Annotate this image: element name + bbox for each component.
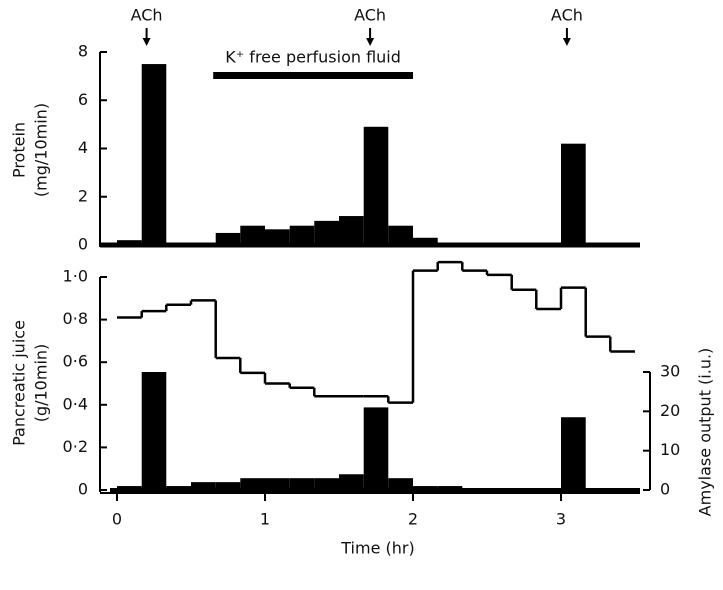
bar	[388, 478, 413, 490]
bar	[561, 143, 586, 245]
bar	[289, 478, 315, 490]
perfusion-bar	[213, 72, 413, 79]
bar	[388, 225, 413, 245]
arrow-head	[142, 38, 151, 46]
bar	[536, 488, 561, 490]
arrow-head	[366, 38, 375, 46]
y-axis-label: Protein	[10, 122, 29, 178]
y-axis-label: (g/10min)	[32, 344, 51, 423]
bar	[265, 478, 290, 490]
bar	[462, 488, 487, 490]
bar	[610, 488, 635, 490]
y-tick-label: 0·4	[63, 394, 88, 413]
y-tick-label: 0	[78, 480, 88, 499]
bar	[511, 488, 537, 490]
x-tick-label: 0	[112, 510, 122, 529]
bar	[363, 407, 389, 490]
bar	[413, 486, 438, 490]
bar	[487, 488, 512, 490]
bar	[215, 482, 241, 490]
perfusion-label: K⁺ free perfusion fluid	[225, 48, 401, 67]
y-tick-label: 1·0	[63, 267, 88, 286]
x-axis-label: Time (hr)	[340, 539, 414, 558]
y-tick-label: 0	[78, 235, 88, 254]
y-tick-label: 0·2	[63, 437, 88, 456]
y-axis-label: (mg/10min)	[32, 103, 51, 197]
bar	[314, 478, 339, 490]
bar	[240, 225, 265, 245]
x-tick-label: 3	[556, 510, 566, 529]
bar	[585, 488, 611, 490]
bar	[166, 486, 191, 490]
y-tick-label: 4	[78, 138, 88, 157]
bar	[610, 243, 635, 245]
y2-tick-label: 20	[660, 401, 680, 420]
bar	[339, 216, 364, 245]
annotation: ACh	[131, 6, 163, 25]
bar	[314, 220, 339, 245]
bar	[265, 229, 290, 245]
annotation: ACh	[551, 6, 583, 25]
y2-tick-label: 30	[660, 362, 680, 381]
y2-tick-label: 0	[660, 480, 670, 499]
y-tick-label: 0·6	[63, 352, 88, 371]
bar	[437, 486, 463, 490]
bar	[191, 482, 216, 490]
bar	[215, 232, 241, 245]
bar	[289, 225, 315, 245]
bar	[561, 417, 586, 490]
arrow-head	[562, 38, 571, 46]
bar	[413, 237, 438, 245]
bar	[117, 486, 142, 490]
y-tick-label: 0·8	[63, 309, 88, 328]
bar	[339, 474, 364, 490]
bar	[240, 478, 265, 490]
bar	[141, 64, 167, 245]
y-axis-label: Pancreatic juice	[10, 320, 29, 446]
y2-axis-label: Amylase output (i.u.)	[696, 348, 715, 517]
y-tick-label: 2	[78, 186, 88, 205]
x-tick-label: 2	[408, 510, 418, 529]
bar	[363, 126, 389, 245]
x-tick-label: 1	[260, 510, 270, 529]
bar	[117, 240, 142, 245]
annotation: ACh	[354, 6, 386, 25]
y2-tick-label: 10	[660, 440, 680, 459]
y-tick-label: 6	[78, 90, 88, 109]
bar	[585, 243, 611, 245]
y-tick-label: 8	[78, 42, 88, 61]
bar	[141, 372, 167, 490]
